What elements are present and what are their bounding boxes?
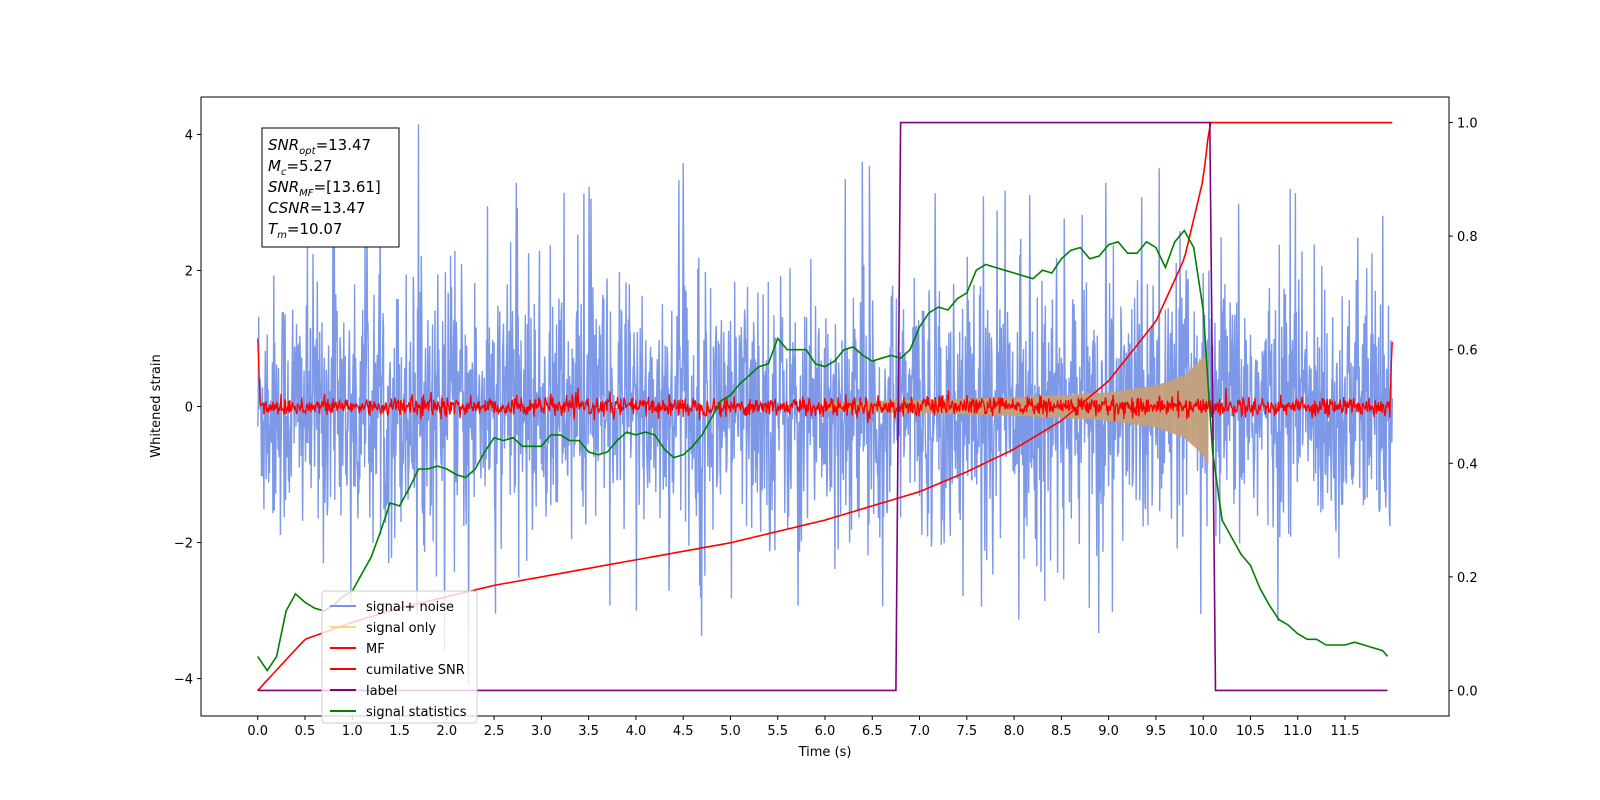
x-tick-label: 8.0 [1004,724,1025,739]
y-tick-label: −2 [174,537,193,552]
info-line: Mc=5.27 [268,157,332,178]
y-tick-label: 0 [185,401,193,416]
x-tick-label: 7.5 [956,724,977,739]
x-tick-label: 11.0 [1283,724,1312,739]
legend-label: signal+ noise [366,600,454,615]
x-tick-label: 11.5 [1331,724,1360,739]
info-line: CSNR=13.47 [268,199,365,217]
x-tick-label: 9.0 [1098,724,1119,739]
x-axis: 0.0 0.5 1.0 1.5 2.0 2.5 3.0 3.5 4.0 4.5 5.0 5.5 6.0 6… [247,716,1359,739]
y2-tick-label: 0.0 [1457,684,1478,699]
x-tick-label: 5.5 [767,724,788,739]
series-signal-noise [257,124,1394,686]
plot-area [257,121,1394,692]
y-tick-label: 4 [185,128,193,143]
info-box: SNRopt=13.47Mc=5.27SNRMF=[13.61]CSNR=13.… [261,127,400,248]
y-axis-left: −4 −2 0 2 4 [174,128,201,688]
legend-label: label [366,684,397,699]
legend-frame [321,590,478,724]
legend-label: cumilative SNR [366,663,465,678]
x-tick-label: 2.5 [484,724,505,739]
x-tick-label: 0.0 [247,724,268,739]
y2-tick-label: 0.2 [1457,571,1478,586]
legend-label: signal statistics [366,705,467,720]
x-tick-label: 8.5 [1051,724,1072,739]
series-mf [257,338,1393,424]
info-line: SNRopt=13.47 [268,136,371,157]
y2-tick-label: 1.0 [1457,117,1478,132]
series-label [257,121,1388,692]
x-tick-label: 4.5 [673,724,694,739]
y-tick-label: −4 [174,673,193,688]
x-axis-label: Time (s) [798,745,852,760]
x-tick-label: 6.0 [815,724,836,739]
x-tick-label: 4.0 [626,724,647,739]
y2-tick-label: 0.4 [1457,457,1478,472]
y2-tick-label: 0.8 [1457,230,1478,245]
x-tick-label: 3.5 [578,724,599,739]
x-tick-label: 1.0 [342,724,363,739]
x-tick-label: 1.5 [389,724,410,739]
y-axis-label: Whitened strain [149,354,164,457]
x-tick-label: 7.0 [909,724,930,739]
info-line: Tm=10.07 [268,220,342,241]
x-tick-label: 9.5 [1146,724,1167,739]
y2-tick-label: 0.6 [1457,344,1478,359]
x-tick-label: 5.0 [720,724,741,739]
y-tick-label: 2 [185,264,193,279]
x-tick-label: 6.5 [862,724,883,739]
legend: signal+ noise signal only MF cumilative SNR… [321,590,478,724]
y-axis-right: 0.0 0.2 0.4 0.6 0.8 1.0 [1449,117,1478,699]
legend-label: signal only [366,621,436,636]
x-tick-label: 3.0 [531,724,552,739]
info-line: SNRMF=[13.61] [268,178,381,199]
x-tick-label: 2.0 [436,724,457,739]
x-tick-label: 10.5 [1236,724,1265,739]
series-signal-statistics [257,229,1389,673]
x-tick-label: 10.0 [1189,724,1218,739]
legend-label: MF [366,642,385,657]
x-tick-label: 0.5 [295,724,316,739]
